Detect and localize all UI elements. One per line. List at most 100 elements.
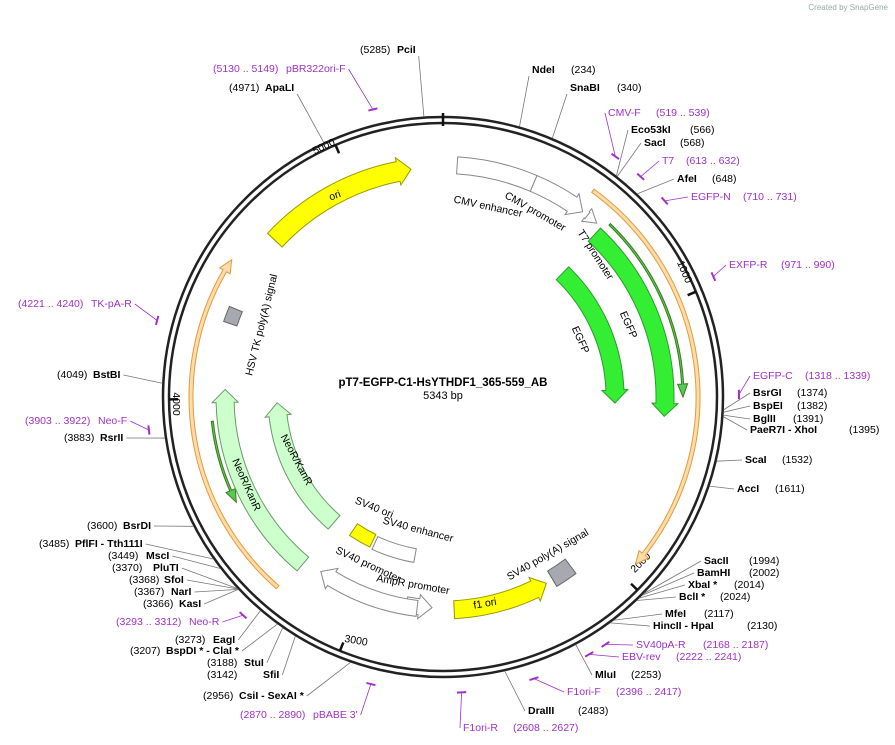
site-leader (615, 129, 629, 176)
primer-leader (738, 375, 751, 395)
scale-tick (338, 642, 345, 652)
feature-label: HSV TK poly(A) signal (243, 273, 280, 377)
site-name: Eco53kI (631, 124, 671, 136)
primer-mark (368, 107, 378, 112)
site-leader (723, 416, 748, 431)
primer-leader (664, 196, 689, 202)
feature-label: SV40 ori (353, 495, 395, 521)
site-position: (2117) (704, 608, 734, 620)
site-leader (709, 485, 735, 490)
primer-name: CMV-F (608, 107, 641, 119)
site-leader (636, 596, 677, 601)
site-name: HincII - HpaI (653, 620, 714, 632)
site-name: XbaI * (688, 579, 718, 591)
site-name: NdeI (532, 64, 555, 76)
primer-range: (2396 .. 2417) (616, 686, 681, 698)
primer-name: pBR322ori-F (286, 63, 346, 75)
green-line (210, 420, 237, 504)
cmv-enhancer-arrow (456, 156, 538, 192)
site-name: CsiI - SexAI * (239, 690, 305, 702)
site-name: BsrDI (123, 520, 151, 532)
sv40-polya-box (546, 558, 577, 588)
primer-leader (459, 692, 462, 729)
site-name: BspEI (753, 400, 783, 412)
site-name: SfoI (164, 574, 184, 586)
primer-mark (710, 271, 717, 282)
primer-leader (589, 653, 620, 658)
site-name: BspDI * - ClaI * (166, 645, 240, 657)
site-leader (636, 178, 675, 195)
primer-leader (604, 112, 616, 157)
site-leader (123, 374, 163, 384)
primer-leader (360, 683, 372, 716)
site-position: (234) (571, 64, 596, 76)
site-position: (2483) (578, 705, 608, 717)
site-leader (145, 543, 214, 560)
site-name: SacI (644, 137, 666, 149)
primer-name: Neo-F (98, 415, 127, 427)
site-name: DraIII (528, 705, 554, 717)
cmv-promoter-arrow (529, 174, 584, 216)
primer-mark (610, 152, 620, 160)
primer-range: (2168 .. 2187) (703, 639, 768, 651)
site-position: (3142) (207, 669, 237, 681)
site-position: (3366) (143, 598, 173, 610)
primer-leader (640, 160, 660, 177)
primer-name: EGFP-C (753, 370, 793, 382)
site-name: KasI (179, 598, 201, 610)
site-position: (2002) (749, 567, 779, 579)
site-name: StuI (244, 657, 264, 669)
site-leader (551, 93, 568, 139)
primer-name: EBV-rev (622, 651, 661, 663)
site-position: (3188) (207, 657, 237, 669)
site-position: (3485) (39, 538, 69, 550)
site-leader (418, 55, 425, 117)
primer-name: TK-pA-R (91, 298, 132, 310)
site-position: (3207) (130, 645, 160, 657)
site-position: (4971) (229, 82, 259, 94)
site-name: ApaLI (265, 82, 294, 94)
site-leader (296, 93, 325, 143)
sv40-ori-box (348, 523, 377, 548)
feature-label: EGFP (569, 324, 592, 355)
site-leader (204, 588, 239, 605)
site-position: (566) (690, 124, 715, 136)
site-position: (3273) (175, 634, 205, 646)
primer-name: pBABE 3' (313, 709, 358, 721)
site-leader (723, 392, 751, 411)
site-position: (2253) (631, 669, 661, 681)
site-position: (648) (712, 173, 737, 185)
site-leader (723, 405, 751, 413)
site-leader (237, 610, 261, 641)
site-leader (504, 670, 526, 712)
site-position: (568) (680, 137, 705, 149)
brand: Created by SnapGene (808, 3, 888, 12)
primer-mark (456, 691, 467, 694)
orange-arc (590, 188, 701, 566)
site-position: (2024) (720, 591, 750, 603)
primer-range: (5130 .. 5149) (213, 63, 278, 75)
site-position: (3370) (112, 562, 142, 574)
site-name: BclI * (679, 591, 706, 603)
primer-name: F1ori-F (567, 686, 601, 698)
site-leader (643, 560, 702, 594)
primer-range: (613 .. 632) (686, 155, 740, 167)
site-name: PluTI (153, 562, 179, 574)
primer-range: (971 .. 990) (781, 259, 835, 271)
site-position: (2130) (747, 620, 777, 632)
site-position: (3368) (129, 574, 159, 586)
primer-leader (713, 264, 727, 277)
site-position: (340) (617, 82, 642, 94)
plasmid-name: pT7-EGFP-C1-HsYTHDF1_365-559_AB (339, 377, 548, 389)
primer-range: (2608 .. 2627) (513, 722, 578, 734)
site-leader (281, 635, 296, 676)
neo-arrow (210, 388, 310, 572)
neo-arrow (263, 402, 341, 530)
primer-range: (519 .. 539) (656, 107, 710, 119)
site-name: SnaBI (570, 82, 600, 94)
plasmid-length: 5343 bp (423, 390, 463, 402)
site-position: (1395) (849, 424, 879, 436)
site-position: (4049) (57, 369, 87, 381)
primer-mark (584, 651, 594, 658)
